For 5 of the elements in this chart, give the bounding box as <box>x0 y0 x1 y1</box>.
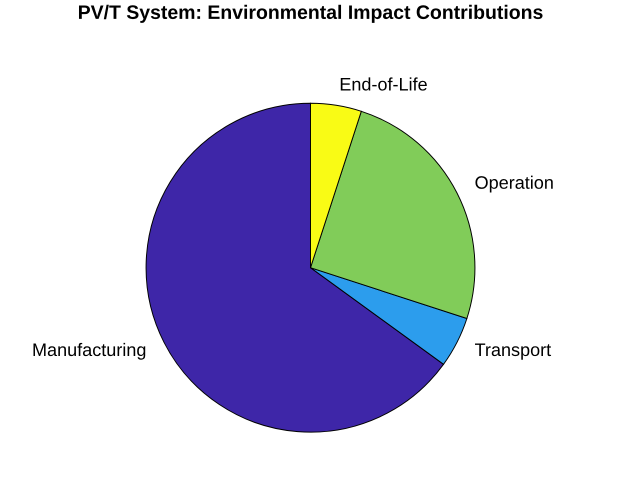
slice-label: End-of-Life <box>340 77 427 91</box>
slice-label: Transport <box>474 344 552 360</box>
slice-label: Operation <box>475 176 553 192</box>
slice-label: Manufacturing <box>33 342 146 360</box>
chart-title: PV/T System: Environmental Impact Contributions <box>78 4 543 23</box>
